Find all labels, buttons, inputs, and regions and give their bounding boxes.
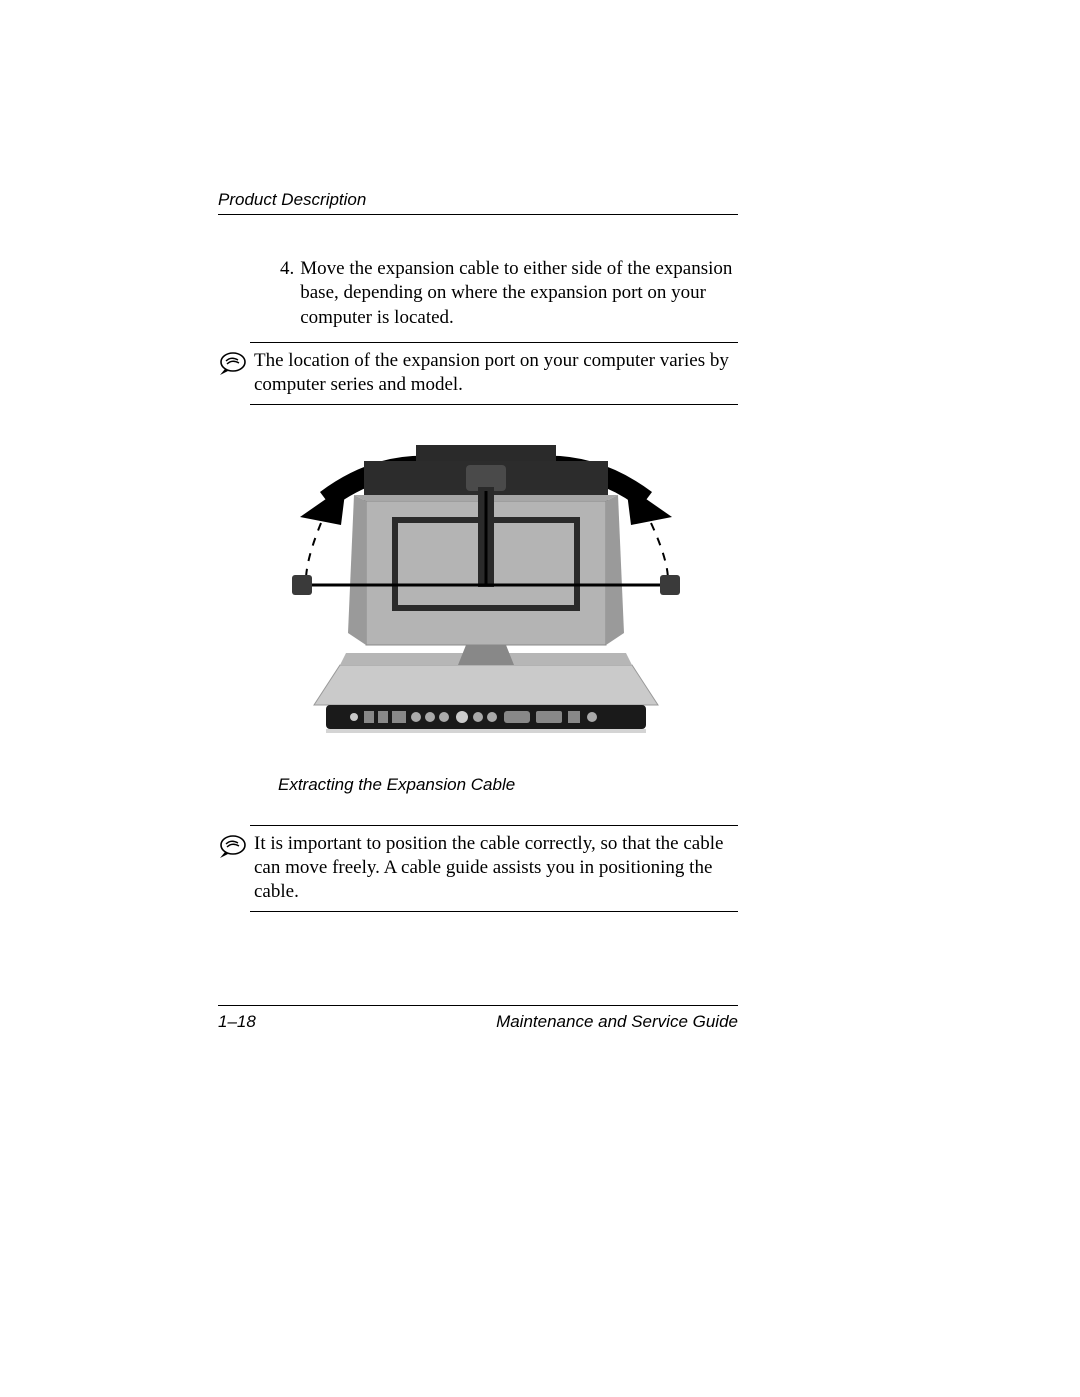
note1: The location of the expansion port on yo… bbox=[218, 349, 738, 398]
step-4: 4. Move the expansion cable to either si… bbox=[280, 257, 738, 330]
step-text: Move the expansion cable to either side … bbox=[300, 257, 738, 330]
figure-caption: Extracting the Expansion Cable bbox=[278, 775, 738, 795]
footer-rule bbox=[218, 1005, 738, 1006]
note-icon bbox=[218, 351, 252, 382]
note1-rule-bottom bbox=[250, 404, 738, 405]
header-rule bbox=[218, 214, 738, 215]
note2: It is important to position the cable co… bbox=[218, 832, 738, 905]
note1-rule-top bbox=[250, 342, 738, 343]
note2-rule-top bbox=[250, 825, 738, 826]
figure-expansion-cable bbox=[266, 445, 706, 745]
doc-title: Maintenance and Service Guide bbox=[496, 1012, 738, 1032]
note1-text: The location of the expansion port on yo… bbox=[252, 349, 738, 398]
step-number: 4. bbox=[280, 257, 294, 330]
note2-rule-bottom bbox=[250, 911, 738, 912]
section-header: Product Description bbox=[218, 190, 738, 210]
page-footer: 1–18 Maintenance and Service Guide bbox=[218, 1005, 738, 1032]
note-icon bbox=[218, 834, 252, 865]
page-number: 1–18 bbox=[218, 1012, 256, 1032]
note2-text: It is important to position the cable co… bbox=[252, 832, 738, 905]
